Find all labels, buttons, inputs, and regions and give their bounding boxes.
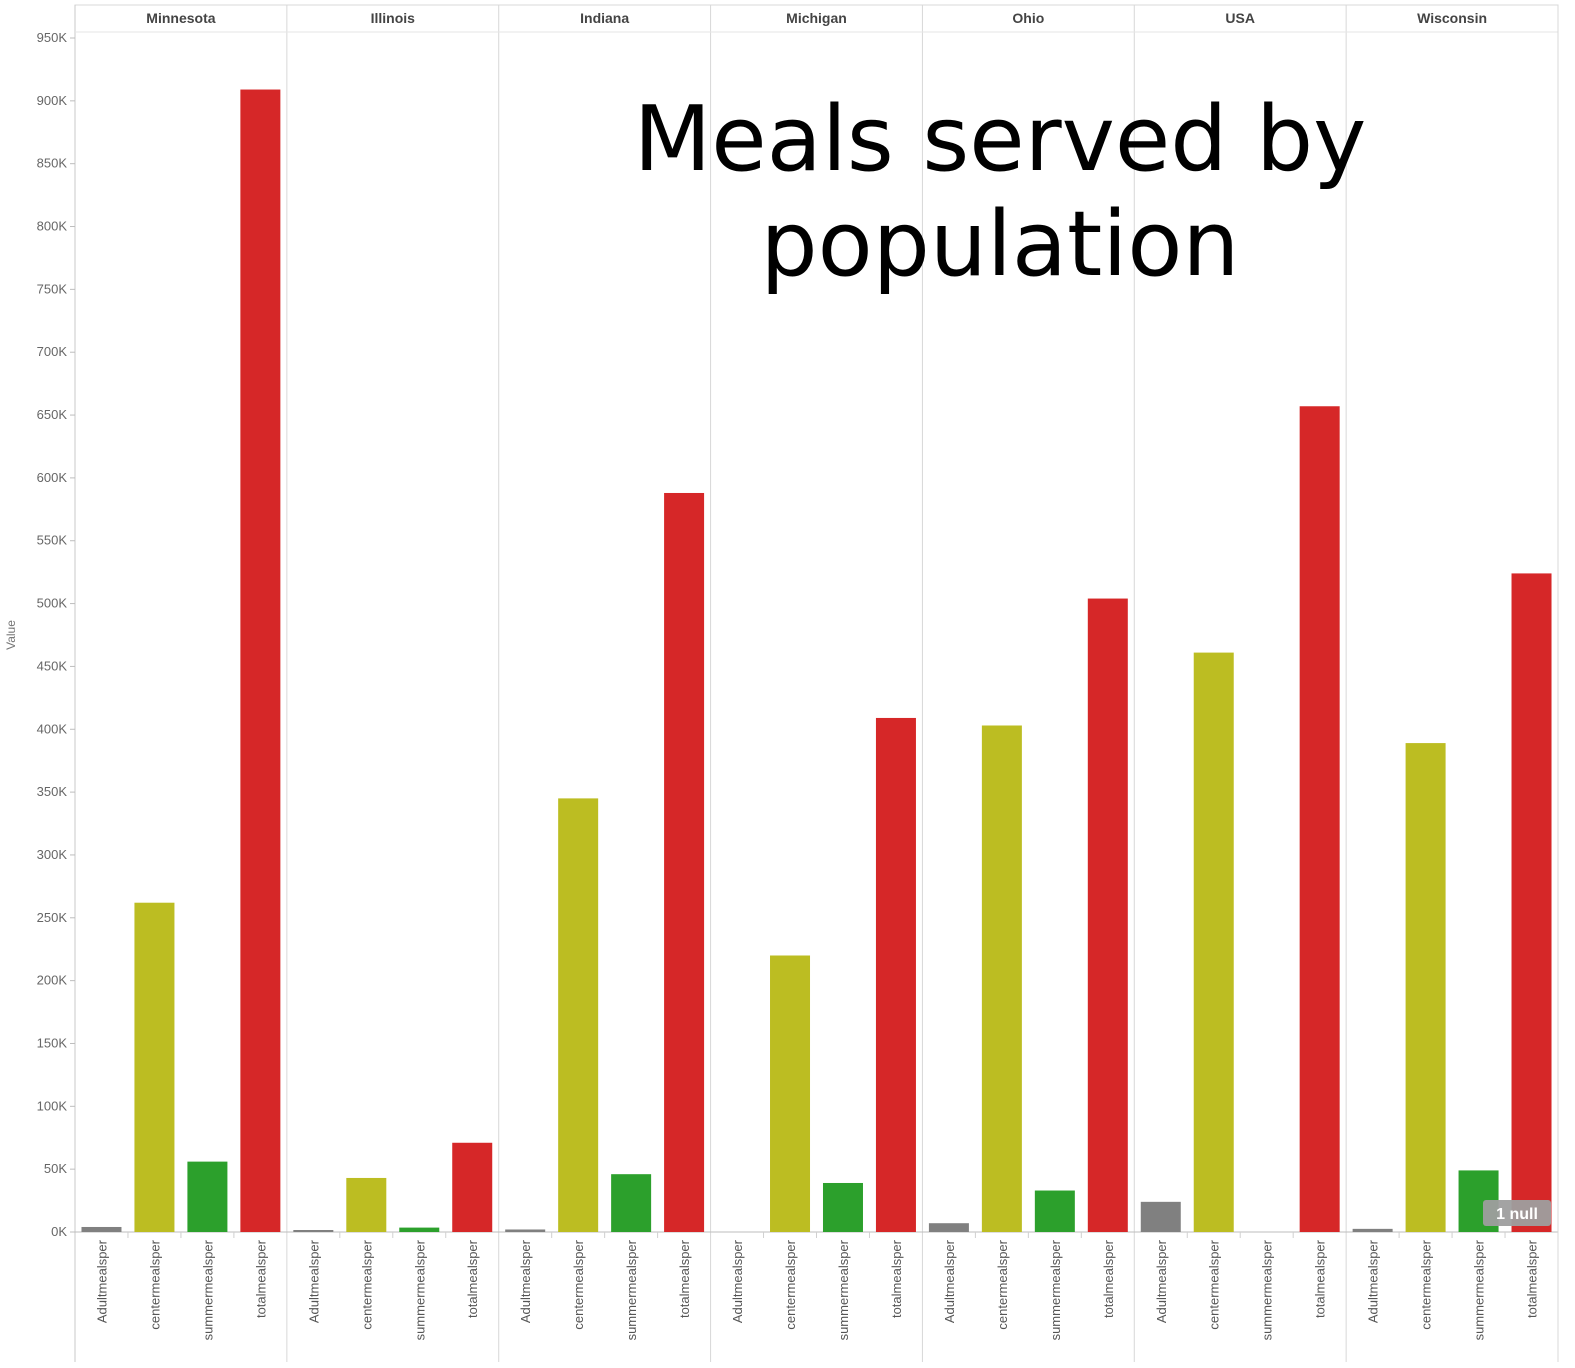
y-tick-label: 150K <box>37 1035 68 1050</box>
chart-title-line-1: Meals served by <box>634 87 1367 192</box>
category-label: centermealsper <box>147 1239 162 1329</box>
category-label: Adultmealsper <box>1154 1239 1169 1323</box>
category-label: totalmealsper <box>253 1239 268 1318</box>
category-label: centermealsper <box>571 1239 586 1329</box>
bar-michigan-summermealsper[interactable] <box>822 1182 863 1232</box>
category-label: centermealsper <box>1207 1239 1222 1329</box>
bar-minnesota-adultmealsper[interactable] <box>81 1226 122 1232</box>
category-label: totalmealsper <box>1525 1239 1540 1318</box>
category-label: centermealsper <box>995 1239 1010 1329</box>
category-label: Adultmealsper <box>1366 1239 1381 1323</box>
bar-michigan-centermealsper[interactable] <box>770 955 811 1232</box>
bar-wisconsin-totalmealsper[interactable] <box>1511 573 1552 1232</box>
bar-indiana-centermealsper[interactable] <box>558 798 599 1232</box>
bar-minnesota-centermealsper[interactable] <box>134 902 175 1232</box>
category-label: totalmealsper <box>677 1239 692 1318</box>
category-label: totalmealsper <box>1101 1239 1116 1318</box>
bar-minnesota-totalmealsper[interactable] <box>240 89 281 1233</box>
category-label: summermealsper <box>200 1239 215 1340</box>
y-tick-label: 950K <box>37 30 68 45</box>
category-label: summermealsper <box>412 1239 427 1340</box>
y-axis-title: Value <box>4 620 18 650</box>
bar-usa-adultmealsper[interactable] <box>1140 1201 1181 1232</box>
bar-ohio-totalmealsper[interactable] <box>1087 598 1128 1232</box>
bar-indiana-summermealsper[interactable] <box>611 1174 652 1232</box>
chart-title-line-2: population <box>761 192 1240 297</box>
y-tick-label: 800K <box>37 219 68 234</box>
bar-usa-totalmealsper[interactable] <box>1299 406 1340 1232</box>
bar-minnesota-summermealsper[interactable] <box>187 1161 228 1232</box>
null-indicator-bg <box>1483 1200 1551 1226</box>
category-label: centermealsper <box>359 1239 374 1329</box>
panel-header-illinois: Illinois <box>371 10 416 26</box>
panel-header-usa: USA <box>1225 10 1255 26</box>
y-tick-label: 400K <box>37 721 68 736</box>
category-label: centermealsper <box>783 1239 798 1329</box>
bar-michigan-totalmealsper[interactable] <box>875 717 916 1232</box>
y-tick-label: 50K <box>44 1161 67 1176</box>
y-tick-label: 500K <box>37 596 68 611</box>
category-label: Adultmealsper <box>730 1239 745 1323</box>
category-label: Adultmealsper <box>942 1239 957 1323</box>
y-tick-label: 350K <box>37 784 68 799</box>
y-tick-label: 450K <box>37 658 68 673</box>
y-tick-label: 100K <box>37 1098 68 1113</box>
bar-usa-centermealsper[interactable] <box>1193 652 1234 1232</box>
y-tick-label: 550K <box>37 533 68 548</box>
category-label: centermealsper <box>1419 1239 1434 1329</box>
y-tick-label: 850K <box>37 156 68 171</box>
y-tick-label: 900K <box>37 93 68 108</box>
category-label: summermealsper <box>624 1239 639 1340</box>
category-label: totalmealsper <box>465 1239 480 1318</box>
panel-header-indiana: Indiana <box>580 10 629 26</box>
bar-ohio-summermealsper[interactable] <box>1034 1190 1075 1232</box>
category-label: Adultmealsper <box>94 1239 109 1323</box>
y-tick-label: 200K <box>37 973 68 988</box>
y-tick-label: 750K <box>37 281 68 296</box>
y-tick-label: 600K <box>37 470 68 485</box>
category-label: summermealsper <box>1472 1239 1487 1340</box>
bar-indiana-adultmealsper[interactable] <box>505 1229 546 1232</box>
category-label: summermealsper <box>836 1239 851 1340</box>
chart-title: Meals served by population <box>634 87 1367 297</box>
category-label: summermealsper <box>1260 1239 1275 1340</box>
panel-header-minnesota: Minnesota <box>146 10 215 26</box>
bar-ohio-centermealsper[interactable] <box>981 725 1022 1232</box>
bar-illinois-totalmealsper[interactable] <box>452 1142 493 1232</box>
y-tick-label: 300K <box>37 847 68 862</box>
y-tick-label: 250K <box>37 910 68 925</box>
null-indicator-label: 1 null <box>1496 1206 1538 1223</box>
bar-ohio-adultmealsper[interactable] <box>928 1223 969 1232</box>
panel-header-wisconsin: Wisconsin <box>1417 10 1487 26</box>
y-tick-label: 0K <box>51 1224 67 1239</box>
y-tick-label: 700K <box>37 344 68 359</box>
bar-wisconsin-centermealsper[interactable] <box>1405 743 1446 1232</box>
category-label: totalmealsper <box>889 1239 904 1318</box>
category-label: summermealsper <box>1048 1239 1063 1340</box>
null-indicator[interactable]: 1 null <box>1483 1200 1551 1226</box>
panel-header-band <box>74 4 1559 33</box>
panel-header-michigan: Michigan <box>786 10 847 26</box>
y-tick-label: 650K <box>37 407 68 422</box>
bar-wisconsin-adultmealsper[interactable] <box>1352 1228 1393 1232</box>
category-label: Adultmealsper <box>306 1239 321 1323</box>
bar-illinois-adultmealsper[interactable] <box>293 1230 334 1232</box>
bar-indiana-totalmealsper[interactable] <box>664 492 705 1233</box>
category-label: Adultmealsper <box>518 1239 533 1323</box>
category-label: totalmealsper <box>1313 1239 1328 1318</box>
panel-header-ohio: Ohio <box>1012 10 1044 26</box>
bar-illinois-summermealsper[interactable] <box>399 1227 440 1232</box>
bar-illinois-centermealsper[interactable] <box>346 1177 387 1232</box>
